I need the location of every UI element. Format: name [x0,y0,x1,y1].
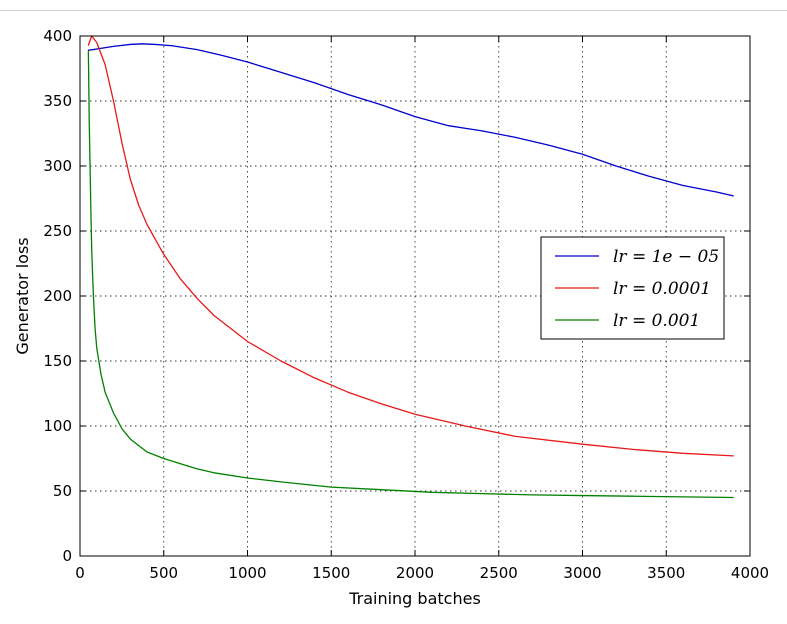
x-tick-label: 2000 [396,564,434,582]
legend-label-1: lr = 1e − 05 [613,247,719,267]
x-tick-label: 2500 [480,564,518,582]
legend-label-2: lr = 0.0001 [613,279,711,299]
y-tick-label: 150 [43,352,72,370]
series-lines [87,35,734,499]
x-tick-label: 4000 [731,564,769,582]
y-axis-title: Generator loss [13,237,32,354]
y-tick-label: 250 [43,222,72,240]
y-tick-label: 350 [43,92,72,110]
x-tick-label: 500 [149,564,178,582]
y-tick-label: 400 [43,27,72,45]
y-tick-label: 0 [62,547,72,565]
x-tick-label: 0 [75,564,85,582]
y-tick-label: 100 [43,417,72,435]
top-rule [0,10,787,11]
x-tick-label: 3500 [647,564,685,582]
x-tick-label: 3000 [563,564,601,582]
legend: lr = 1e − 05 lr = 0.0001 lr = 0.001 [540,236,725,340]
y-tick-label: 300 [43,157,72,175]
series-line-3 [87,50,734,499]
y-tick-label: 50 [53,482,72,500]
axis-ticks: 0 500 1000 1500 2000 2500 3000 3500 4000 0 50 100 15… [43,27,769,582]
series-line-1 [87,43,734,197]
legend-label-3: lr = 0.001 [613,311,700,331]
series-line-2 [87,35,734,457]
x-axis-title: Training batches [348,589,481,608]
x-tick-label: 1500 [312,564,350,582]
x-tick-label: 1000 [228,564,266,582]
y-tick-label: 200 [43,287,72,305]
